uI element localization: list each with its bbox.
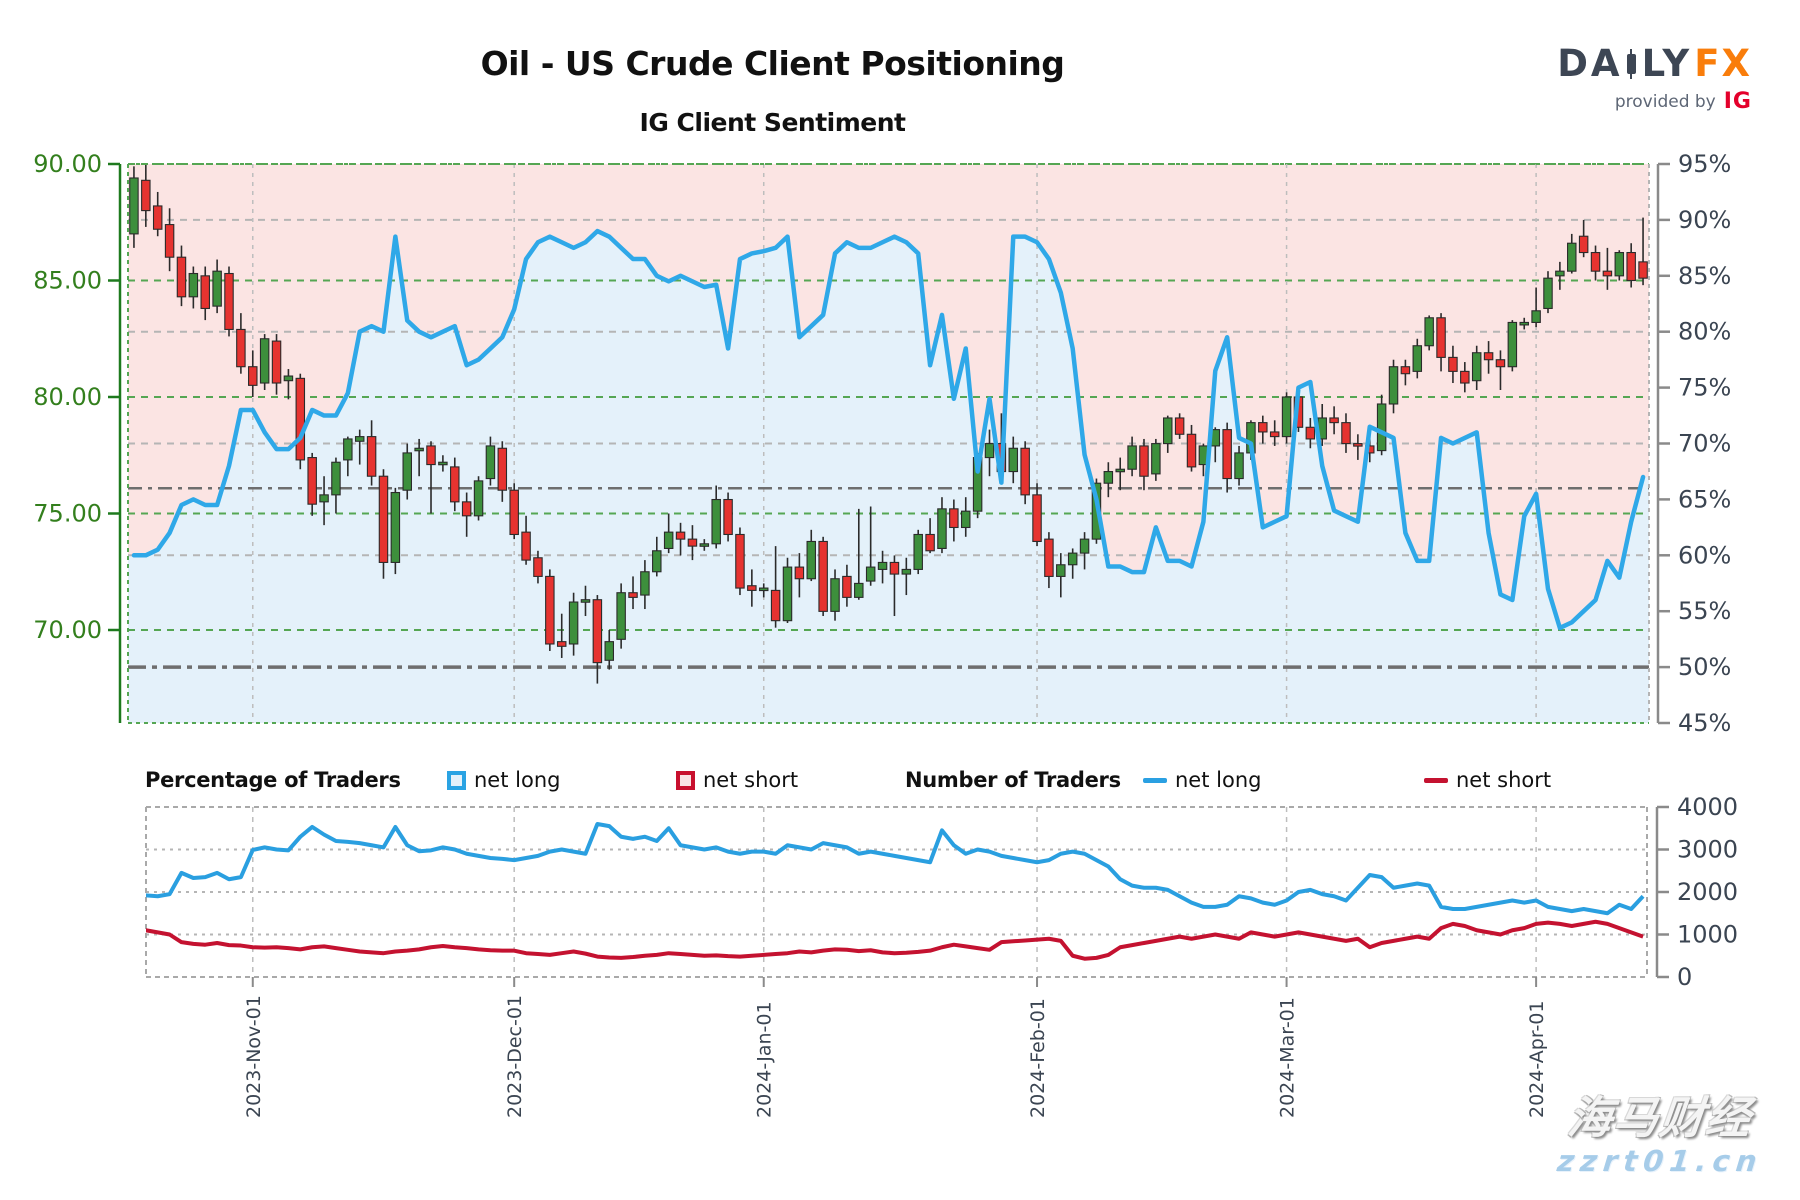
main-borders <box>127 163 1650 724</box>
legend-item-count-net-long: net long <box>1143 768 1261 792</box>
legend-item-pct-net-short: net short <box>676 768 798 792</box>
x-axis-labels: 2023-Nov-01 2023-Dec-01 2024-Jan-01 2024-Fe… <box>243 977 1548 1118</box>
x-tick-label: 2024-Jan-01 <box>754 1001 776 1118</box>
net-short-line-icon <box>1424 777 1448 783</box>
candlestick-icon <box>1626 48 1636 79</box>
net-long-line-icon <box>1143 777 1167 783</box>
count-axis-right: 4000 3000 2000 1000 0 <box>1655 793 1738 991</box>
provided-by-label: provided by <box>1614 91 1716 112</box>
svg-text:45%: 45% <box>1678 709 1731 737</box>
svg-text:90.00: 90.00 <box>33 150 102 178</box>
legend-item-count-net-short: net short <box>1424 768 1551 792</box>
logo-text-ly: LY <box>1641 42 1693 85</box>
svg-text:75%: 75% <box>1678 374 1731 402</box>
svg-text:50%: 50% <box>1678 653 1731 681</box>
svg-text:75.00: 75.00 <box>33 500 102 528</box>
logo-text-fx: FX <box>1694 42 1752 85</box>
svg-text:90%: 90% <box>1678 206 1731 234</box>
chart-subtitle: IG Client Sentiment <box>639 108 906 137</box>
x-tick-label: 2024-Mar-01 <box>1277 997 1299 1118</box>
svg-text:55%: 55% <box>1678 597 1731 625</box>
x-tick-label: 2024-Feb-01 <box>1027 998 1049 1118</box>
svg-text:85%: 85% <box>1678 262 1731 290</box>
legend-group-percentage: Percentage of Traders <box>145 768 401 792</box>
x-tick-label: 2023-Dec-01 <box>504 995 526 1118</box>
traders-long-line <box>146 822 1645 916</box>
dailyfx-logo: DA LY FX provided by IG <box>1557 42 1752 114</box>
svg-text:1000: 1000 <box>1677 921 1738 949</box>
x-tick-label: 2024-Apr-01 <box>1526 1001 1548 1118</box>
svg-text:60%: 60% <box>1678 541 1731 569</box>
logo-text-da: DA <box>1557 42 1623 85</box>
net-short-swatch-icon <box>676 770 695 790</box>
legend-group-number: Number of Traders <box>905 768 1121 792</box>
page-title: Oil - US Crude Client Positioning <box>480 44 1065 83</box>
svg-text:0: 0 <box>1677 963 1692 991</box>
svg-text:85.00: 85.00 <box>33 267 102 295</box>
svg-text:80.00: 80.00 <box>33 383 102 411</box>
svg-text:65%: 65% <box>1678 485 1731 513</box>
candlestick-series <box>129 164 1648 684</box>
sentiment-axis-right: 95% 90% 85% 80% 75% 70% 65% 60% 55% 50% 45% <box>1656 150 1731 737</box>
chart-legend: Percentage of Traders net long net short… <box>0 760 1800 806</box>
price-axis-left: 90.00 85.00 80.00 75.00 70.00 <box>33 150 122 723</box>
sentiment-net-long-line <box>131 228 1646 631</box>
svg-text:3000: 3000 <box>1677 836 1738 864</box>
svg-text:80%: 80% <box>1678 318 1731 346</box>
svg-text:70.00: 70.00 <box>33 616 102 644</box>
svg-text:4000: 4000 <box>1677 793 1738 821</box>
net-long-swatch-icon <box>447 770 466 790</box>
x-tick-label: 2023-Nov-01 <box>243 995 265 1118</box>
ig-logo: IG <box>1723 89 1752 114</box>
main-chart-panel: 90.00 85.00 80.00 75.00 70.00 95% 90% 85% 80% 75%… <box>33 150 1731 737</box>
svg-text:95%: 95% <box>1678 150 1731 178</box>
svg-text:2000: 2000 <box>1677 878 1738 906</box>
traders-short-line <box>146 919 1644 961</box>
svg-text:70%: 70% <box>1678 430 1731 458</box>
legend-item-pct-net-long: net long <box>447 768 560 792</box>
